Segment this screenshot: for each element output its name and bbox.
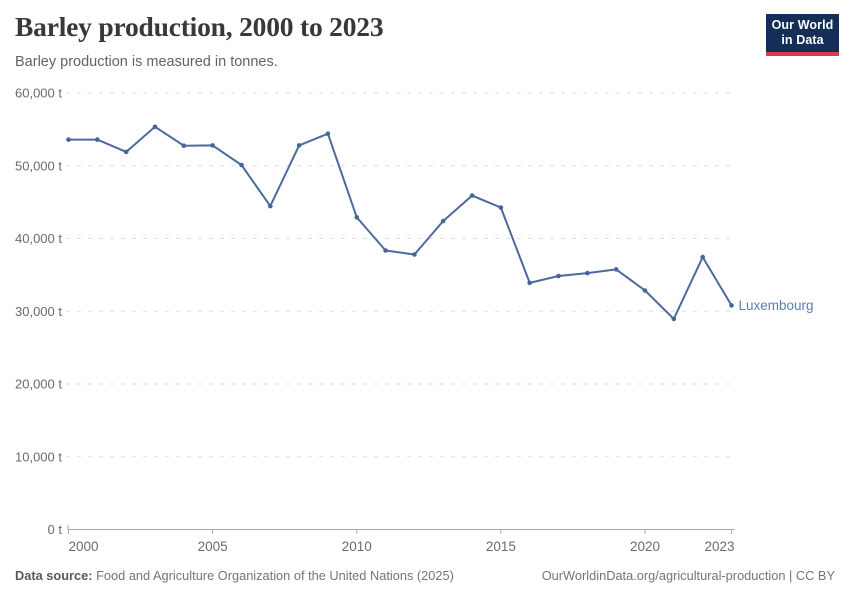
y-axis-tick-label: 30,000 t — [15, 304, 62, 319]
data-point[interactable] — [123, 149, 129, 155]
data-point[interactable] — [210, 143, 215, 148]
data-point[interactable] — [66, 137, 71, 142]
data-point[interactable] — [354, 215, 360, 220]
data-source: Data source: Food and Agriculture Organi… — [15, 567, 454, 584]
data-point[interactable] — [469, 193, 475, 198]
data-point[interactable] — [729, 303, 734, 308]
x-axis-tick-label: 2005 — [198, 539, 228, 554]
page-title: Barley production, 2000 to 2023 — [15, 11, 384, 42]
data-point[interactable] — [412, 252, 417, 257]
entity-label[interactable]: Luxembourg — [739, 298, 814, 313]
series-line[interactable] — [67, 125, 733, 320]
y-axis-tick-label: 0 t — [48, 522, 63, 537]
data-point[interactable] — [585, 270, 590, 276]
x-axis-tick-label: 2023 — [704, 539, 734, 554]
y-axis-tick-label: 20,000 t — [15, 377, 62, 392]
data-point[interactable] — [95, 137, 100, 142]
owid-logo[interactable]: Our World in Data — [766, 14, 839, 56]
data-point[interactable] — [642, 288, 648, 293]
data-point[interactable] — [440, 218, 446, 224]
data-point[interactable] — [556, 273, 561, 279]
data-point[interactable] — [671, 316, 677, 322]
data-point[interactable] — [498, 205, 504, 210]
chart-subtitle: Barley production is measured in tonnes. — [15, 54, 278, 70]
y-axis-tick-label: 40,000 t — [15, 231, 62, 246]
data-point[interactable] — [325, 131, 331, 136]
data-point[interactable] — [296, 143, 302, 148]
data-source-label: Data source: — [15, 568, 93, 583]
data-source-text: Food and Agriculture Organization of the… — [96, 568, 454, 583]
data-point[interactable] — [239, 162, 244, 168]
owid-logo-line1: Our World — [771, 18, 834, 32]
y-axis-tick-label: 50,000 t — [15, 158, 62, 173]
data-point[interactable] — [527, 280, 532, 286]
x-axis-tick-label: 2015 — [486, 539, 516, 554]
data-point[interactable] — [268, 203, 273, 209]
data-point[interactable] — [613, 267, 619, 272]
data-point[interactable] — [181, 143, 187, 148]
data-point[interactable] — [383, 248, 388, 253]
data-point[interactable] — [700, 254, 705, 260]
y-axis-tick-label: 60,000 t — [15, 86, 62, 101]
data-point[interactable] — [152, 124, 158, 130]
chart-footer: Data source: Food and Agriculture Organi… — [15, 567, 835, 584]
credit-link[interactable]: OurWorldinData.org/agricultural-producti… — [541, 568, 835, 583]
owid-logo-line2: in Data — [781, 32, 824, 47]
x-axis-tick-label: 2010 — [342, 539, 372, 554]
x-axis-tick-label: 2000 — [69, 539, 99, 554]
y-axis-tick-label: 10,000 t — [15, 449, 62, 464]
x-axis-tick-label: 2020 — [630, 539, 660, 554]
